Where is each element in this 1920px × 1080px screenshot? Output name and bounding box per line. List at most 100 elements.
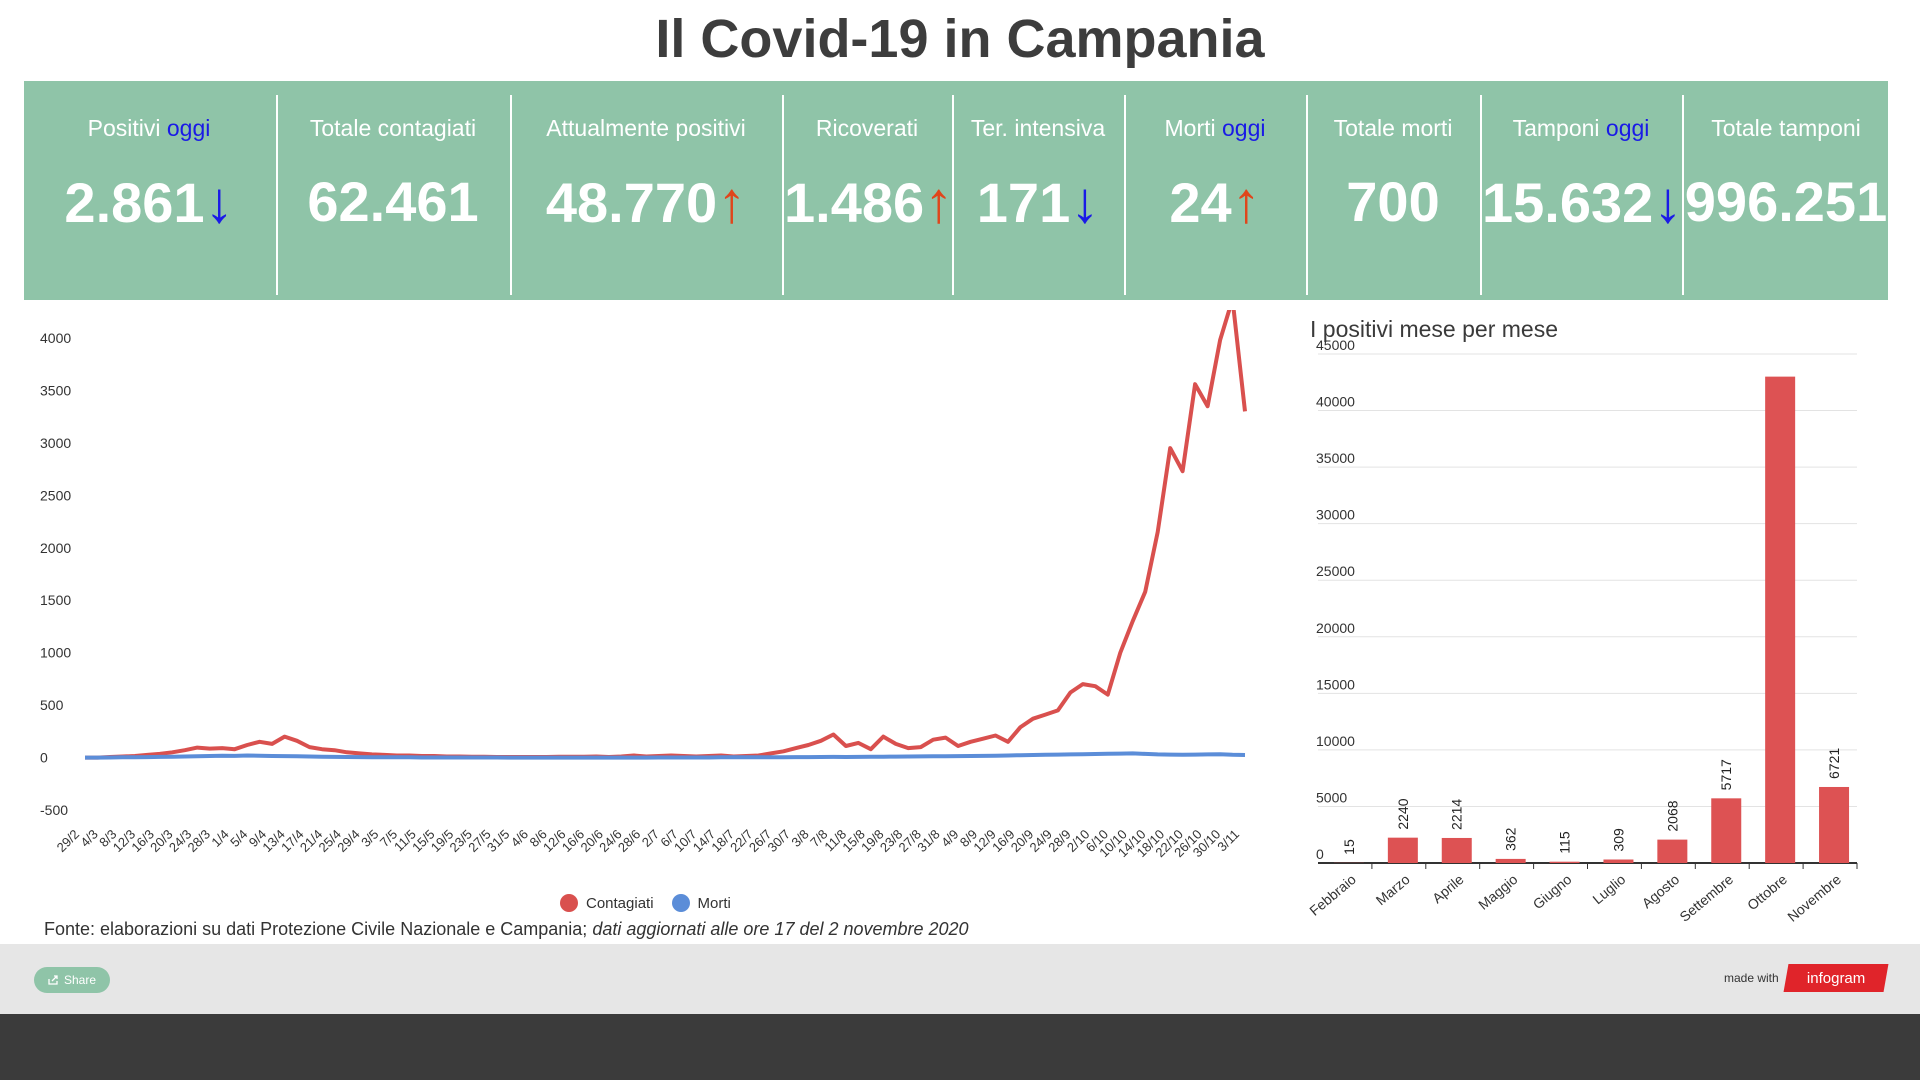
bar-chart-title: I positivi mese per mese: [1310, 316, 1558, 342]
stat-3: Ricoverati 1.486↑: [784, 81, 953, 300]
stat-5: Morti oggi 24↑: [1126, 81, 1304, 300]
y-tick-label: 30000: [1316, 507, 1355, 523]
category-label: Ottobre: [1744, 871, 1790, 913]
stat-7: Tamponi oggi 15.632↓: [1482, 81, 1683, 300]
y-tick-label: 20000: [1316, 620, 1355, 636]
y-tick-label: 0: [40, 750, 48, 766]
bar-settembre: [1711, 798, 1742, 863]
y-tick-label: 5000: [1316, 789, 1347, 805]
series-line-contagiati: [85, 310, 1247, 760]
stat-divider: [1306, 95, 1308, 295]
stat-label-highlight: oggi: [1222, 115, 1266, 141]
legend-item-morti[interactable]: Morti: [671, 894, 731, 912]
y-tick-label: 15000: [1316, 676, 1355, 692]
y-tick-label: 3000: [40, 435, 71, 451]
y-tick-label: 45000: [1316, 337, 1355, 353]
arrow-down-icon: ↓: [1070, 170, 1100, 235]
stat-label: Morti oggi: [1126, 115, 1304, 142]
made-with-text: made with: [1724, 971, 1779, 985]
bar-value-label: 309: [1610, 828, 1626, 852]
stat-label: Ricoverati: [784, 115, 950, 142]
bar-agosto: [1657, 839, 1688, 863]
y-tick-label: 0: [1316, 846, 1324, 862]
arrow-down-icon: ↓: [1653, 170, 1683, 235]
bar-value-label: 15: [1341, 839, 1357, 855]
source-updated: dati aggiornati alle ore 17 del 2 novemb…: [592, 919, 969, 939]
stat-label-text: Positivi: [87, 115, 167, 141]
stat-2: Attualmente positivi 48.770↑: [512, 81, 780, 300]
bar-value-label: 362: [1503, 827, 1519, 851]
stat-value-text: 996.251: [1684, 170, 1888, 233]
category-label: Agosto: [1639, 871, 1683, 911]
y-tick-label: 3500: [40, 382, 71, 398]
stat-4: Ter. intensiva 171↓: [954, 81, 1122, 300]
infogram-logo[interactable]: infogram: [1783, 964, 1889, 992]
stat-label: Totale contagiati: [278, 115, 508, 142]
stat-value-text: 2.861: [64, 171, 205, 234]
share-button[interactable]: Share: [34, 967, 110, 993]
stat-label-text: Totale morti: [1333, 115, 1453, 141]
stat-divider: [276, 95, 278, 295]
share-label: Share: [63, 973, 97, 987]
bar-value-label: 115: [1557, 831, 1573, 854]
bar-aprile: [1441, 837, 1472, 863]
stat-value-text: 15.632: [1482, 171, 1654, 234]
stat-label: Ter. intensiva: [954, 115, 1122, 142]
bar-marzo: [1387, 837, 1418, 863]
legend-item-contagiati[interactable]: Contagiati: [560, 894, 654, 912]
stat-label-text: Morti: [1164, 115, 1222, 141]
stat-label-text: Ter. intensiva: [970, 115, 1106, 141]
stat-value: 2.861↓: [24, 169, 274, 236]
share-icon: [48, 975, 58, 985]
legend-label-morti: Morti: [697, 894, 731, 912]
stat-divider: [1124, 95, 1126, 295]
stat-value: 171↓: [954, 169, 1122, 236]
bar-ottobre: [1765, 376, 1796, 863]
y-tick-label: 10000: [1316, 733, 1355, 749]
stat-1: Totale contagiati 62.461: [278, 81, 508, 300]
category-label: Maggio: [1475, 871, 1521, 913]
stat-divider: [510, 95, 512, 295]
stat-divider: [782, 95, 784, 295]
stat-value: 700: [1308, 169, 1478, 234]
source-text: Fonte: elaborazioni su dati Protezione C…: [44, 919, 593, 939]
stat-value-text: 24: [1169, 171, 1232, 234]
y-tick-label: 25000: [1316, 563, 1355, 579]
source-note: Fonte: elaborazioni su dati Protezione C…: [44, 919, 969, 940]
stat-label-text: Attualmente positivi: [546, 115, 746, 141]
x-tick-label: 3/11: [1214, 827, 1242, 855]
legend-dot-morti: [671, 894, 690, 912]
bottom-bar: [0, 1014, 1920, 1080]
stat-8: Totale tamponi 996.251: [1684, 81, 1888, 300]
category-label: Febbraio: [1306, 871, 1359, 919]
footer: Share made with infogram: [0, 944, 1920, 1014]
bar-value-label: 2214: [1449, 799, 1465, 830]
y-tick-label: 500: [40, 697, 64, 713]
arrow-down-icon: ↓: [204, 170, 234, 235]
stat-value: 996.251: [1684, 169, 1888, 234]
stat-label-text: Tamponi: [1512, 115, 1606, 141]
bar-giugno: [1549, 861, 1580, 863]
infogram-logo-text: infogram: [1806, 969, 1866, 987]
y-tick-label: 2000: [40, 540, 71, 556]
y-tick-label: 35000: [1316, 450, 1355, 466]
stat-label-highlight: oggi: [166, 115, 211, 141]
series-line-morti: [85, 751, 1246, 760]
y-tick-label: 1500: [40, 592, 71, 608]
category-label: Marzo: [1373, 871, 1413, 908]
bar-novembre: [1819, 786, 1850, 863]
page-title: Il Covid-19 in Campania: [655, 9, 1265, 69]
stat-label-text: Totale tamponi: [1711, 115, 1861, 141]
stat-label-text: Ricoverati: [815, 115, 919, 141]
stat-6: Totale morti 700: [1308, 81, 1478, 300]
stat-divider: [1480, 95, 1482, 295]
stat-label: Tamponi oggi: [1482, 115, 1680, 142]
y-tick-label: 4000: [40, 330, 71, 346]
stat-value-text: 48.770: [545, 171, 718, 234]
legend-label-contagiati: Contagiati: [586, 894, 654, 912]
stat-label: Totale tamponi: [1684, 115, 1888, 142]
bar-chart: 45000 40000 35000 30000 25000 20000 15000 10000…: [1306, 337, 1858, 925]
stat-label-highlight: oggi: [1605, 115, 1650, 141]
category-label: Settembre: [1676, 871, 1736, 925]
stats-panel: Positivi oggi 2.861↓ Totale contagiati 62.4…: [24, 81, 1888, 300]
